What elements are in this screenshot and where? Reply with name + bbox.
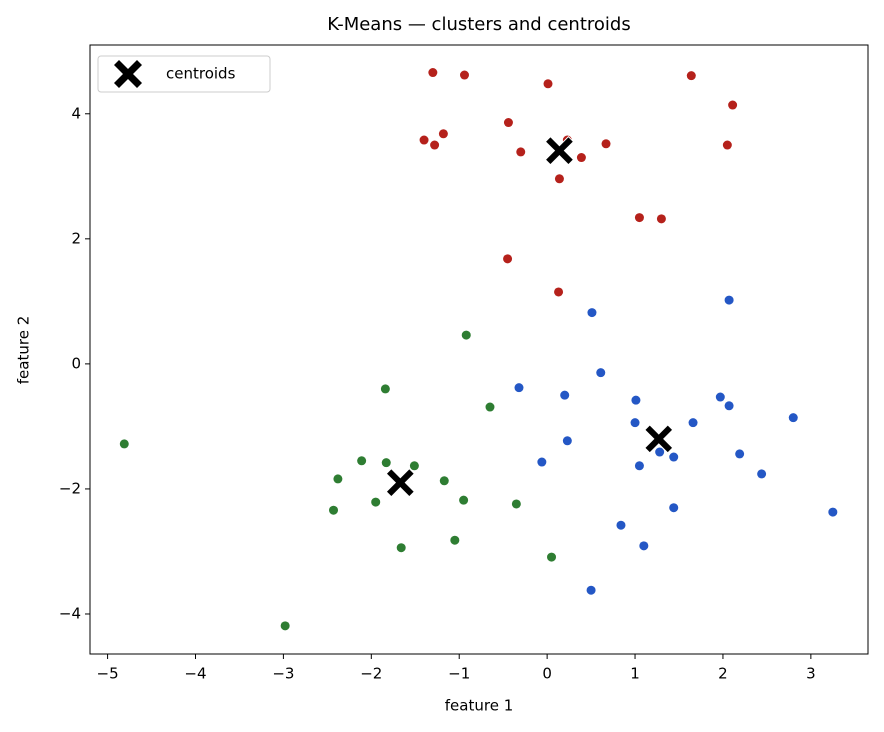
point <box>757 469 767 479</box>
point <box>547 552 557 562</box>
point <box>601 139 611 149</box>
point <box>631 395 641 405</box>
point <box>514 383 524 393</box>
point <box>669 503 679 513</box>
point <box>634 461 644 471</box>
point <box>357 456 367 466</box>
point <box>543 79 553 89</box>
x-tick-label: −5 <box>97 665 119 683</box>
point <box>409 461 419 471</box>
point <box>503 254 513 264</box>
point <box>562 436 572 446</box>
point <box>329 505 339 515</box>
y-axis-label: feature 2 <box>15 316 33 384</box>
point <box>430 140 440 150</box>
y-tick-label: 0 <box>71 354 81 372</box>
point <box>715 392 725 402</box>
point <box>537 457 547 467</box>
y-tick-label: 4 <box>71 104 81 122</box>
x-tick-label: −2 <box>360 665 382 683</box>
point <box>450 535 460 545</box>
point <box>560 390 570 400</box>
point <box>586 585 596 595</box>
centroid-marker <box>644 424 674 454</box>
point <box>459 70 469 80</box>
point <box>333 474 343 484</box>
point <box>735 449 745 459</box>
point <box>381 458 391 468</box>
point <box>686 71 696 81</box>
point <box>576 153 586 163</box>
x-tick-label: −3 <box>272 665 294 683</box>
point <box>516 147 526 157</box>
x-tick-label: 3 <box>806 665 816 683</box>
point <box>688 418 698 428</box>
point <box>380 384 390 394</box>
x-tick-label: 0 <box>542 665 552 683</box>
point <box>280 621 290 631</box>
point <box>724 295 734 305</box>
y-tick-label: −4 <box>59 604 81 622</box>
point <box>438 129 448 139</box>
point <box>419 135 429 145</box>
point <box>439 476 449 486</box>
point <box>396 543 406 553</box>
y-tick-label: 2 <box>71 229 81 247</box>
point <box>639 541 649 551</box>
point <box>554 174 564 184</box>
point <box>371 497 381 507</box>
x-tick-label: −1 <box>448 665 470 683</box>
point <box>459 495 469 505</box>
legend: centroids <box>97 55 271 93</box>
point <box>669 452 679 462</box>
legend-label: centroids <box>166 65 236 83</box>
x-tick-label: −4 <box>184 665 206 683</box>
point <box>724 401 734 411</box>
point <box>428 68 438 78</box>
legend-marker <box>114 60 142 88</box>
centroid-marker <box>544 135 575 166</box>
point <box>728 100 738 110</box>
point <box>596 368 606 378</box>
centroid-marker <box>385 467 416 498</box>
x-tick-label: 2 <box>718 665 728 683</box>
point <box>634 213 644 223</box>
point <box>554 287 564 297</box>
point <box>655 447 665 457</box>
point <box>119 439 129 449</box>
point <box>616 520 626 530</box>
point <box>461 330 471 340</box>
point <box>485 402 495 412</box>
point <box>587 308 597 318</box>
point <box>722 140 732 150</box>
point <box>828 507 838 517</box>
y-tick-label: −2 <box>59 479 81 497</box>
point <box>503 118 513 128</box>
chart-title: K-Means — clusters and centroids <box>327 14 630 35</box>
point <box>788 413 798 423</box>
point <box>630 418 640 428</box>
plot-frame <box>89 44 869 655</box>
point <box>511 499 521 509</box>
x-tick-label: 1 <box>630 665 640 683</box>
x-axis-label: feature 1 <box>445 697 513 715</box>
point <box>656 214 666 224</box>
